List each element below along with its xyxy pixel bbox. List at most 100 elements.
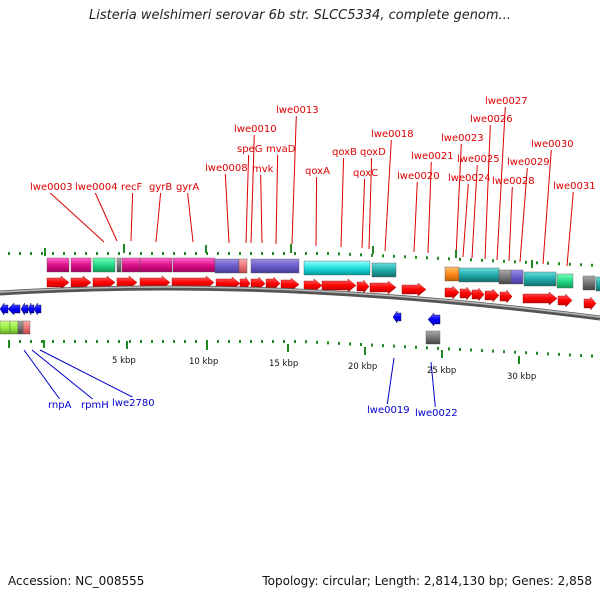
leader-line [94, 192, 118, 242]
leader-line [566, 191, 574, 267]
minor-tick [8, 252, 10, 255]
minor-tick [107, 340, 109, 343]
forward-gene-arrow [70, 275, 92, 290]
minor-tick [96, 252, 98, 255]
minor-tick [481, 258, 483, 262]
gene-label-recf: recF [121, 182, 143, 193]
minor-tick [338, 341, 340, 345]
leader-line [155, 192, 162, 243]
minor-tick [162, 340, 164, 343]
minor-tick [492, 259, 494, 263]
minor-tick [448, 257, 450, 261]
minor-tick [184, 252, 186, 255]
gene-label-lwe0023: lwe0023 [441, 133, 484, 144]
reverse-gene-arrow [20, 302, 29, 316]
cog-bar [458, 267, 500, 283]
leader-line [250, 134, 255, 244]
minor-tick [481, 349, 483, 353]
forward-gene-arrow [321, 278, 357, 293]
minor-tick [437, 256, 439, 260]
major-tick [126, 341, 128, 349]
reverse-gene-arrow [27, 302, 35, 316]
reverse-gene-arrow [427, 312, 441, 327]
cog-bar [139, 257, 173, 273]
minor-tick [338, 252, 340, 256]
minor-tick [415, 345, 417, 349]
minor-tick [569, 353, 571, 357]
reverse-cog-bar [0, 320, 11, 335]
minor-tick [591, 354, 593, 358]
leader-line [484, 124, 491, 260]
major-tick [43, 340, 45, 348]
major-tick [206, 342, 208, 350]
minor-tick [173, 340, 175, 343]
leader-line [245, 154, 250, 244]
gene-label-lwe0004: lwe0004 [75, 182, 118, 193]
leader-line [496, 106, 506, 261]
forward-gene-arrow [471, 287, 485, 302]
minor-tick [349, 342, 351, 346]
major-tick [123, 244, 125, 253]
forward-strand-arrows [46, 275, 597, 311]
cog-bar [238, 258, 248, 274]
forward-gene-arrow [444, 285, 460, 300]
minor-tick [261, 252, 263, 255]
gene-label-lwe0029: lwe0029 [507, 157, 550, 168]
minor-tick [525, 260, 527, 264]
minor-tick [404, 345, 406, 349]
gene-label-qoxa: qoxA [305, 166, 330, 177]
gene-label-gyrb: gyrB [149, 182, 172, 193]
leader-line [31, 349, 93, 400]
leader-line [384, 139, 392, 252]
leader-line [187, 192, 194, 243]
minor-tick [437, 346, 439, 350]
genome-backbone [0, 285, 600, 321]
minor-tick [294, 340, 296, 343]
minor-tick [393, 254, 395, 258]
leader-line [462, 183, 469, 258]
minor-tick [217, 252, 219, 255]
minor-tick [536, 261, 538, 265]
minor-tick [382, 344, 384, 348]
gene-label-lwe0018: lwe0018 [371, 129, 414, 140]
forward-gene-arrow [499, 289, 513, 304]
cog-bar [70, 257, 92, 273]
gene-label-lwe0028: lwe0028 [492, 176, 535, 187]
scale-label: 20 kbp [348, 362, 377, 372]
minor-tick [349, 252, 351, 256]
minor-tick [206, 252, 208, 255]
cog-category-bars [46, 257, 600, 292]
major-tick [518, 356, 520, 364]
scale-label: 15 kbp [269, 359, 298, 369]
scale-labels: 5 kbp 10 kbp 15 kbp 20 kbp 25 kbp 30 kbp [112, 356, 536, 382]
gene-label-lwe0003: lwe0003 [30, 182, 73, 193]
cog-bar [510, 269, 524, 285]
minor-tick [63, 340, 65, 343]
inner-tick-ring [8, 340, 593, 364]
gene-label-speg: speG [237, 144, 262, 155]
minor-tick [74, 340, 76, 343]
minor-tick [360, 343, 362, 346]
reverse-gene-arrow [7, 302, 21, 316]
forward-gene-arrow [557, 293, 573, 308]
cog-bar [444, 266, 460, 282]
leader-line [519, 167, 528, 263]
minor-tick [261, 340, 263, 343]
genome-summary-text: Topology: circular; Length: 2,814,130 bp… [262, 574, 592, 588]
minor-tick [195, 340, 197, 343]
leader-line [368, 157, 373, 250]
major-tick [205, 245, 207, 253]
leader-line [413, 181, 418, 253]
leader-line [23, 349, 61, 400]
minor-tick [525, 351, 527, 355]
minor-tick [382, 254, 384, 258]
cog-bar [250, 258, 300, 274]
minor-tick [206, 340, 208, 343]
leader-line [542, 149, 552, 265]
minor-tick [514, 350, 516, 354]
reverse-cog-bar [17, 320, 24, 335]
minor-tick [118, 252, 120, 255]
gene-label-lwe0019: lwe0019 [367, 405, 410, 416]
leader-line [275, 154, 279, 245]
